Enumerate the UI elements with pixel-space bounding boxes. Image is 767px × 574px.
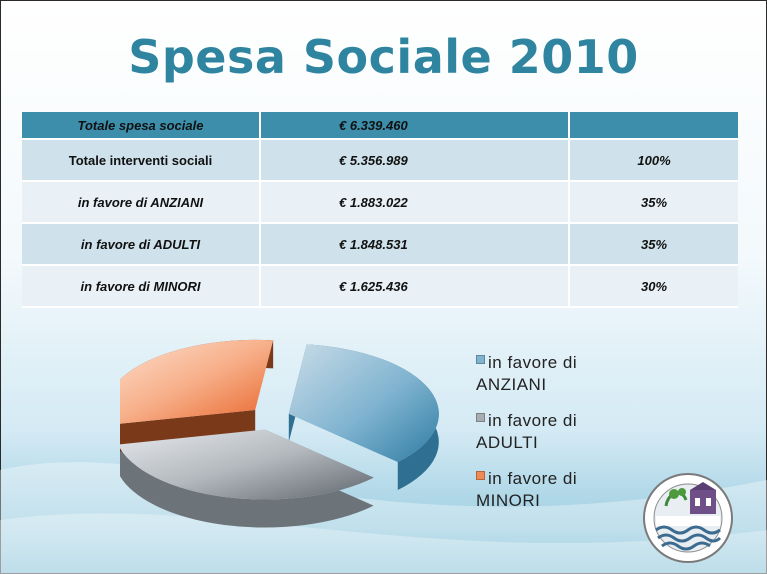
table-cell-label: in favore di MINORI	[22, 266, 261, 308]
legend-label-category: ANZIANI	[476, 375, 547, 394]
legend-label: in favore di	[488, 411, 578, 430]
table-row: Totale interventi sociali € 5.356.989 10…	[22, 140, 738, 182]
table-cell-percent: 30%	[570, 266, 738, 308]
table-cell-amount: € 1.848.531	[261, 224, 570, 266]
spending-table: Totale spesa sociale € 6.339.460 Totale …	[22, 112, 738, 308]
table-row: in favore di ANZIANI € 1.883.022 35%	[22, 182, 738, 224]
legend-item-minori: in favore di MINORI	[476, 468, 626, 512]
chart-legend: in favore di ANZIANI in favore di ADULTI…	[476, 352, 626, 526]
table-cell-label: Totale spesa sociale	[22, 112, 261, 140]
pie-chart	[120, 339, 439, 528]
legend-label: in favore di	[488, 469, 578, 488]
legend-item-anziani: in favore di ANZIANI	[476, 352, 626, 396]
table-cell-amount: € 6.339.460	[261, 112, 570, 140]
table-row: in favore di MINORI € 1.625.436 30%	[22, 266, 738, 308]
slide-title: Spesa Sociale 2010	[128, 30, 639, 84]
legend-swatch-adulti	[476, 413, 485, 422]
pie-slice-adulti	[120, 429, 374, 500]
pie-slice-minori	[120, 339, 274, 424]
pie-slice-anziani	[288, 344, 439, 463]
table-cell-label: in favore di ANZIANI	[22, 182, 261, 224]
table-cell-amount: € 1.883.022	[261, 182, 570, 224]
table-header-row: Totale spesa sociale € 6.339.460	[22, 112, 738, 140]
table-cell-amount: € 5.356.989	[261, 140, 570, 182]
table-cell-label: Totale interventi sociali	[22, 140, 261, 182]
legend-swatch-minori	[476, 471, 485, 480]
table-cell-label: in favore di ADULTI	[22, 224, 261, 266]
legend-label-category: MINORI	[476, 491, 541, 510]
table-row: in favore di ADULTI € 1.848.531 35%	[22, 224, 738, 266]
legend-item-adulti: in favore di ADULTI	[476, 410, 626, 454]
table-cell-amount: € 1.625.436	[261, 266, 570, 308]
table-cell-percent: 35%	[570, 182, 738, 224]
table-cell-percent	[570, 112, 738, 140]
legend-swatch-anziani	[476, 355, 485, 364]
legend-label: in favore di	[488, 353, 578, 372]
legend-label-category: ADULTI	[476, 433, 539, 452]
table-cell-percent: 35%	[570, 224, 738, 266]
municipality-logo	[643, 473, 733, 563]
table-cell-percent: 100%	[570, 140, 738, 182]
